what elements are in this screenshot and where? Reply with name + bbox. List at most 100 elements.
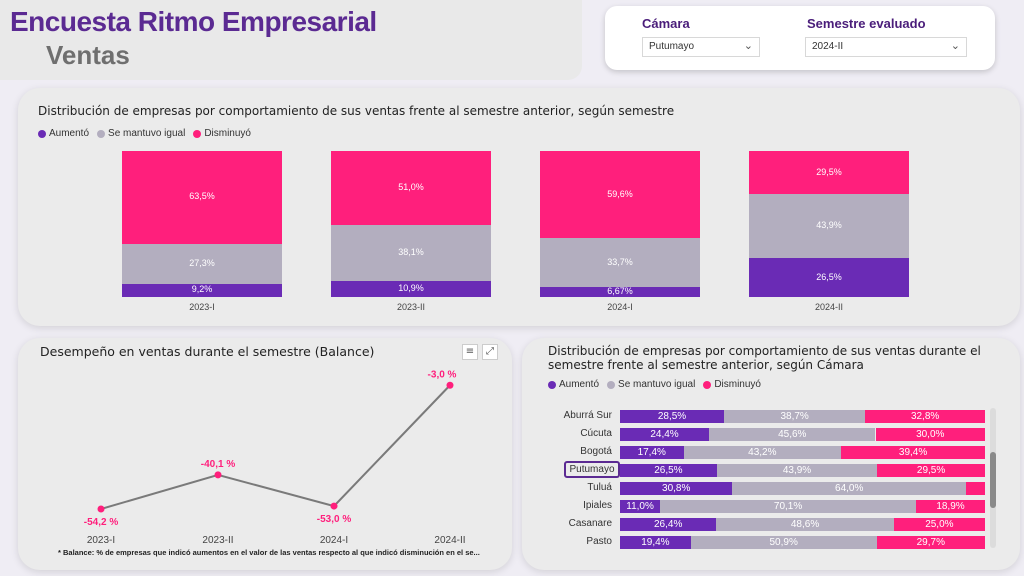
hbar-segment-1[interactable] xyxy=(724,410,866,423)
y-tick-label: Tuluá xyxy=(587,482,612,493)
chevron-down-icon: ⌄ xyxy=(743,40,753,52)
bar-data-label: 59,6% xyxy=(607,188,633,199)
semester-chart-legend: Aumentó Se mantuvo igual Disminuyó xyxy=(38,128,251,139)
balance-point[interactable] xyxy=(97,505,105,513)
scrollbar-thumb[interactable] xyxy=(990,452,996,508)
bar-segment-2024-I-1[interactable] xyxy=(540,238,700,288)
bar-segment-2023-I-2[interactable] xyxy=(122,151,282,244)
bar-data-label: 27,3% xyxy=(189,257,215,268)
bar-data-label: 9,2% xyxy=(191,284,213,295)
balance-series-line xyxy=(100,384,451,510)
hbar-data-label: 43,2% xyxy=(748,447,777,458)
semestre-dropdown[interactable]: 2024-II ⌄ xyxy=(805,37,967,57)
bar-segment-2023-II-1[interactable] xyxy=(331,225,491,282)
bar-segment-2023-I-1[interactable] xyxy=(122,243,282,284)
bar-segment-2024-II-1[interactable] xyxy=(749,194,909,259)
hbar-segment-0[interactable] xyxy=(620,446,684,459)
x-tick-label: 2024-II xyxy=(814,302,844,312)
hbar-segment-0[interactable] xyxy=(620,410,725,423)
legend-dot-aumento xyxy=(38,129,46,138)
hbar-segment-0[interactable] xyxy=(620,536,691,549)
hbar-segment-2[interactable] xyxy=(865,410,985,423)
camara-distribution-panel: Distribución de empresas por comportamie… xyxy=(522,338,1020,570)
balance-panel: Desempeño en ventas durante el semestre … xyxy=(18,338,512,570)
legend-item-igual: Se mantuvo igual xyxy=(97,128,185,139)
camara-chart-title-line1: Distribución de empresas por comportamie… xyxy=(548,344,981,358)
semestre-dropdown-value: 2024-II xyxy=(812,41,844,52)
hbar-segment-0[interactable] xyxy=(620,500,661,513)
page-subtitle: Ventas xyxy=(46,40,130,70)
hbar-data-label: 30,0% xyxy=(916,429,945,440)
legend-item-aumento: Aumentó xyxy=(38,128,89,139)
hbar-data-label: 19,4% xyxy=(641,537,670,548)
bar-segment-2024-II-0[interactable] xyxy=(749,258,909,297)
hbar-data-label: 26,4% xyxy=(654,519,683,530)
x-tick-label: 2023-II xyxy=(202,535,233,546)
x-tick-label: 2024-I xyxy=(320,535,348,546)
camara-dropdown[interactable]: Putumayo ⌄ xyxy=(642,37,760,57)
chevron-down-icon: ⌄ xyxy=(950,40,960,52)
bar-segment-2023-II-0[interactable] xyxy=(331,281,491,297)
expand-icon[interactable]: ⤢ xyxy=(482,344,498,360)
legend-item-aumento: Aumentó xyxy=(548,379,599,390)
filter-icon[interactable]: ≡ xyxy=(462,344,478,360)
hbar-segment-1[interactable] xyxy=(683,446,842,459)
hbar-segment-0[interactable] xyxy=(620,428,710,441)
balance-data-label: -54,2 % xyxy=(84,517,119,528)
y-tick-label: Cúcuta xyxy=(580,428,612,439)
legend-item-igual: Se mantuvo igual xyxy=(607,379,695,390)
legend-item-disminuyo: Disminuyó xyxy=(703,379,761,390)
legend-dot-igual xyxy=(97,129,106,138)
balance-point[interactable] xyxy=(214,471,222,479)
balance-data-label: -3,0 % xyxy=(428,369,457,380)
semester-chart-title: Distribución de empresas por comportamie… xyxy=(38,104,675,118)
bar-segment-2023-II-2[interactable] xyxy=(331,151,491,226)
hbar-data-label: 18,9% xyxy=(936,501,965,512)
x-tick-label: 2023-I xyxy=(189,302,215,312)
hbar-data-label: 38,7% xyxy=(780,411,809,422)
bar-data-label: 6,67% xyxy=(607,286,633,297)
hbar-segment-1[interactable] xyxy=(660,500,916,513)
legend-dot-aumento xyxy=(548,380,556,389)
balance-data-label: -40,1 % xyxy=(201,459,236,470)
balance-point[interactable] xyxy=(330,502,338,510)
hbar-segment-1[interactable] xyxy=(716,518,894,531)
hbar-segment-0[interactable] xyxy=(620,482,733,495)
hbar-segment-2[interactable] xyxy=(876,536,985,549)
bar-data-label: 29,5% xyxy=(816,166,842,177)
hbar-segment-0[interactable] xyxy=(620,464,717,477)
bar-segment-2024-I-0[interactable] xyxy=(540,287,700,297)
hbar-segment-0[interactable] xyxy=(620,518,717,531)
balance-point[interactable] xyxy=(446,381,454,389)
semestre-filter-label: Semestre evaluado xyxy=(807,16,926,31)
legend-dot-igual xyxy=(607,380,616,389)
hbar-segment-1[interactable] xyxy=(716,464,878,477)
y-tick-label-highlighted: Putumayo xyxy=(564,461,620,478)
balance-data-label: -53,0 % xyxy=(317,514,352,525)
semester-distribution-panel: Distribución de empresas por comportamie… xyxy=(18,88,1020,326)
bar-segment-2023-I-0[interactable] xyxy=(122,283,282,297)
hbar-data-label: 29,5% xyxy=(916,465,946,476)
hbar-data-label: 11,0% xyxy=(626,501,654,512)
bar-segment-2024-I-2[interactable] xyxy=(540,151,700,239)
scrollbar-track[interactable] xyxy=(990,408,996,548)
camara-dropdown-value: Putumayo xyxy=(649,41,695,52)
hbar-segment-2[interactable] xyxy=(893,518,985,531)
hbar-data-label: 17,4% xyxy=(637,447,666,458)
page-title: Encuesta Ritmo Empresarial xyxy=(10,6,377,37)
balance-line-chart: -54,2 % 2023-I -40,1 % 2023-II -53,0 % 2024-I… xyxy=(84,369,466,546)
hbar-segment-2[interactable] xyxy=(841,446,985,459)
hbar-segment-2[interactable] xyxy=(966,482,985,495)
x-tick-label: 2023-II xyxy=(396,302,426,312)
hbar-segment-1[interactable] xyxy=(709,428,876,441)
hbar-segment-1[interactable] xyxy=(732,482,966,495)
filter-card: Cámara Putumayo ⌄ Semestre evaluado 2024… xyxy=(605,6,995,70)
y-tick-label: Ipiales xyxy=(583,500,612,511)
title-card: Encuesta Ritmo Empresarial Ventas xyxy=(0,0,582,80)
hbar-data-label: 39,4% xyxy=(898,447,928,458)
hbar-segment-1[interactable] xyxy=(690,536,877,549)
hbar-segment-2[interactable] xyxy=(875,428,985,441)
bar-segment-2024-II-2[interactable] xyxy=(749,151,909,195)
hbar-segment-2[interactable] xyxy=(877,464,985,477)
hbar-segment-2[interactable] xyxy=(916,500,985,513)
